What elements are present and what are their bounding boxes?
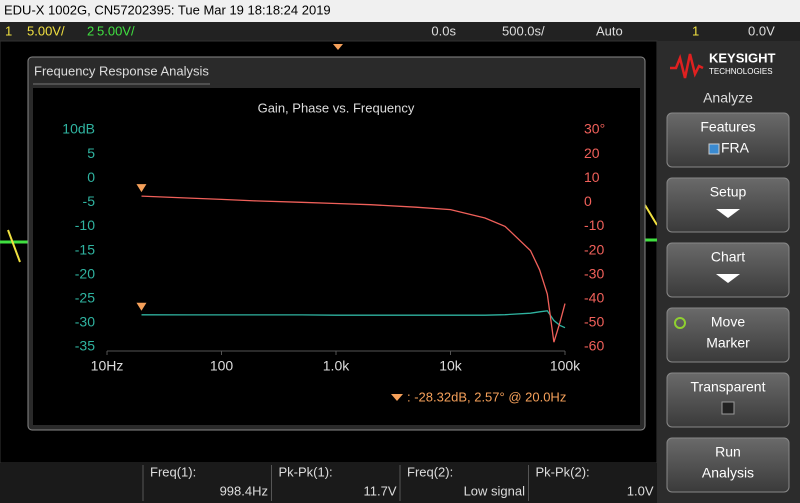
y2-tick-label: -50 bbox=[584, 314, 604, 330]
y2-tick-label: -20 bbox=[584, 241, 604, 257]
marker-icon bbox=[391, 394, 403, 401]
checkbox[interactable] bbox=[721, 401, 735, 415]
title-bar bbox=[0, 0, 800, 22]
ch2-trace bbox=[0, 238, 657, 244]
softkey-label[interactable]: Run bbox=[715, 444, 741, 460]
y-tick-label: 10dB bbox=[62, 121, 95, 137]
menu-title: Analyze bbox=[703, 90, 753, 106]
softkey-label[interactable]: Features bbox=[700, 119, 755, 135]
meas-value: 11.7V bbox=[363, 483, 396, 498]
x-tick-label: 10k bbox=[439, 358, 463, 374]
y-tick-label: -20 bbox=[75, 265, 95, 281]
meas-value: 1.0V bbox=[627, 483, 654, 498]
x-tick-label: 100 bbox=[210, 358, 234, 374]
meas-label: Pk-Pk(2): bbox=[536, 464, 590, 479]
softkey-bg[interactable] bbox=[666, 242, 790, 298]
y-tick-label: -30 bbox=[75, 314, 95, 330]
softkey[interactable]: Setup bbox=[666, 177, 790, 233]
softkey-bg[interactable] bbox=[666, 177, 790, 233]
softkey-label[interactable]: Move bbox=[711, 314, 745, 330]
ch2: 2 bbox=[87, 23, 94, 38]
x-tick-label: 100k bbox=[550, 358, 581, 374]
trigger-source: 1 bbox=[692, 23, 699, 38]
y2-tick-label: -60 bbox=[584, 338, 604, 354]
trigger-level: 0.0V bbox=[748, 23, 775, 38]
y-tick-label: -10 bbox=[75, 217, 95, 233]
move-icon[interactable] bbox=[674, 317, 686, 329]
brand-sub: TECHNOLOGIES bbox=[709, 67, 773, 76]
trigger-mode: Auto bbox=[596, 23, 623, 38]
x-tick-label: 10Hz bbox=[91, 358, 124, 374]
y2-tick-label: 20 bbox=[584, 145, 600, 161]
x-tick-label: 1.0k bbox=[323, 358, 350, 374]
softkey-bg[interactable] bbox=[666, 307, 790, 363]
ch1: 1 bbox=[5, 23, 12, 38]
softkey-bg[interactable] bbox=[666, 437, 790, 493]
checkbox[interactable] bbox=[708, 143, 720, 155]
arrow[interactable] bbox=[716, 209, 740, 218]
softkey[interactable]: Features FRA bbox=[666, 112, 790, 168]
meas-label: Pk-Pk(1): bbox=[279, 464, 333, 479]
chart-title: Gain, Phase vs. Frequency bbox=[258, 100, 415, 115]
meas-label: Freq(1): bbox=[150, 464, 196, 479]
y2-tick-label: 30° bbox=[584, 121, 605, 137]
logo-mark bbox=[670, 53, 704, 79]
brand: KEYSIGHT bbox=[709, 50, 776, 65]
ch1-scale: 5.00V/ bbox=[27, 23, 65, 38]
marker bbox=[136, 184, 147, 193]
softkey-label[interactable]: Analysis bbox=[702, 465, 754, 481]
y-tick-label: -5 bbox=[83, 193, 96, 209]
y-tick-label: -25 bbox=[75, 289, 95, 305]
softkey-bg[interactable] bbox=[666, 372, 790, 428]
y-tick-label: 0 bbox=[87, 169, 95, 185]
ch2-scale: 5.00V/ bbox=[97, 23, 135, 38]
ch1-trace bbox=[7, 204, 658, 263]
arrow[interactable] bbox=[716, 274, 740, 283]
softkey[interactable]: Run Analysis bbox=[666, 437, 790, 493]
softkey-label[interactable]: Transparent bbox=[691, 379, 766, 395]
panel-title: Frequency Response Analysis bbox=[34, 63, 209, 78]
plot-area bbox=[33, 88, 640, 425]
y2-tick-label: -30 bbox=[584, 265, 604, 281]
delay: 0.0s bbox=[431, 23, 456, 38]
softkey-label[interactable]: Chart bbox=[711, 249, 745, 265]
status-bar-right bbox=[657, 22, 800, 41]
softkey-label[interactable]: Marker bbox=[706, 335, 750, 351]
marker-readout: : -28.32dB, 2.57° @ 20.0Hz bbox=[407, 389, 566, 404]
y-tick-label: 5 bbox=[87, 145, 95, 161]
measurement-bar: Freq(1): 998.4Hz Pk-Pk(1): 11.7V Freq(2): Low… bbox=[0, 463, 657, 503]
y2-tick-label: 0 bbox=[584, 193, 592, 209]
meas-label: Freq(2): bbox=[407, 464, 453, 479]
time-scale: 500.0s/ bbox=[502, 23, 545, 38]
window-title: EDU-X 1002G, CN57202395: Tue Mar 19 18:1… bbox=[4, 2, 331, 17]
softkey-label[interactable]: Setup bbox=[710, 184, 747, 200]
softkey[interactable]: Transparent bbox=[666, 372, 790, 428]
meas-value: 998.4Hz bbox=[220, 483, 268, 498]
softkey-label[interactable]: FRA bbox=[721, 140, 750, 156]
softkey-bg[interactable] bbox=[666, 112, 790, 168]
series-line bbox=[141, 195, 566, 343]
status-bar bbox=[0, 22, 657, 41]
y2-tick-label: -10 bbox=[584, 217, 604, 233]
y2-tick-label: -40 bbox=[584, 289, 604, 305]
softkey[interactable]: Move Marker bbox=[666, 307, 790, 363]
y-tick-label: -35 bbox=[75, 338, 95, 354]
y-tick-label: -15 bbox=[75, 241, 95, 257]
y2-tick-label: 10 bbox=[584, 169, 600, 185]
meas-value: Low signal bbox=[464, 483, 526, 498]
softkey[interactable]: Chart bbox=[666, 242, 790, 298]
measurement-bg bbox=[0, 463, 657, 503]
marker bbox=[136, 302, 147, 311]
trigger-pos bbox=[333, 44, 343, 50]
